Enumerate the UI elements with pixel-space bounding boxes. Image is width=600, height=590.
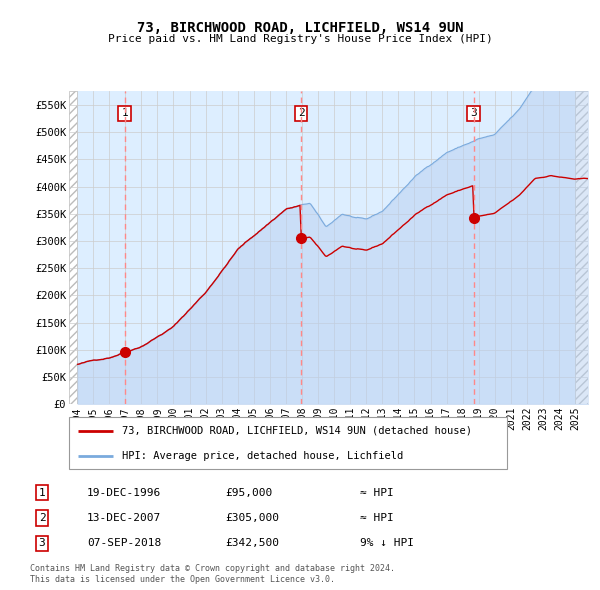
Bar — [69, 91, 77, 404]
FancyBboxPatch shape — [69, 417, 507, 469]
Text: ≈ HPI: ≈ HPI — [360, 513, 394, 523]
Text: Contains HM Land Registry data © Crown copyright and database right 2024.: Contains HM Land Registry data © Crown c… — [30, 565, 395, 573]
Text: £342,500: £342,500 — [225, 539, 279, 548]
Text: ≈ HPI: ≈ HPI — [360, 488, 394, 497]
Text: 07-SEP-2018: 07-SEP-2018 — [87, 539, 161, 548]
Bar — [575, 91, 588, 404]
Text: Price paid vs. HM Land Registry's House Price Index (HPI): Price paid vs. HM Land Registry's House … — [107, 34, 493, 44]
Text: 9% ↓ HPI: 9% ↓ HPI — [360, 539, 414, 548]
Text: This data is licensed under the Open Government Licence v3.0.: This data is licensed under the Open Gov… — [30, 575, 335, 584]
Text: 13-DEC-2007: 13-DEC-2007 — [87, 513, 161, 523]
Text: HPI: Average price, detached house, Lichfield: HPI: Average price, detached house, Lich… — [122, 451, 403, 461]
Bar — [69, 91, 77, 404]
Text: 3: 3 — [38, 539, 46, 548]
Text: 19-DEC-1996: 19-DEC-1996 — [87, 488, 161, 497]
Bar — [69, 91, 77, 404]
Text: 3: 3 — [470, 109, 477, 119]
Text: £95,000: £95,000 — [225, 488, 272, 497]
Text: £305,000: £305,000 — [225, 513, 279, 523]
Bar — [575, 91, 588, 404]
Text: 1: 1 — [38, 488, 46, 497]
Text: 73, BIRCHWOOD ROAD, LICHFIELD, WS14 9UN: 73, BIRCHWOOD ROAD, LICHFIELD, WS14 9UN — [137, 21, 463, 35]
Text: 2: 2 — [298, 109, 305, 119]
Bar — [575, 91, 588, 404]
Text: 1: 1 — [121, 109, 128, 119]
Text: 73, BIRCHWOOD ROAD, LICHFIELD, WS14 9UN (detached house): 73, BIRCHWOOD ROAD, LICHFIELD, WS14 9UN … — [122, 425, 472, 435]
Text: 2: 2 — [38, 513, 46, 523]
